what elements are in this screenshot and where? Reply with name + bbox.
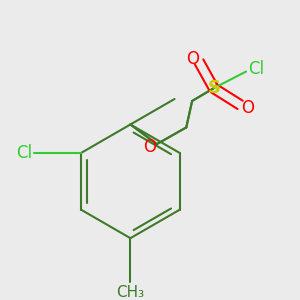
Text: O: O	[242, 99, 254, 117]
Text: Cl: Cl	[16, 144, 32, 162]
Text: O: O	[143, 138, 157, 156]
Text: S: S	[208, 79, 221, 97]
Text: O: O	[186, 50, 199, 68]
Text: Cl: Cl	[248, 60, 264, 78]
Text: CH₃: CH₃	[116, 285, 145, 300]
